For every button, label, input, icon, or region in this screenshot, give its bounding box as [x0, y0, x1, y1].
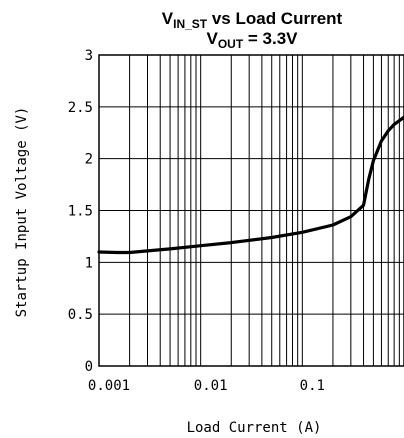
title-line2-sub: OUT: [218, 37, 244, 51]
x-tick-label: 0.1: [300, 378, 325, 394]
plot-border: [98, 54, 404, 367]
y-tick-label: 3: [85, 48, 93, 64]
chart-title-line1: VIN_ST vs Load Current: [162, 9, 343, 31]
x-axis-label: Load Current (A): [187, 420, 322, 436]
y-tick-label: 1: [85, 255, 93, 271]
y-axis-label: Startup Input Voltage (V): [14, 107, 30, 318]
y-tick-label: 2: [85, 152, 93, 168]
x-tick-label: 0.01: [194, 378, 228, 394]
series-layer: [97, 115, 404, 255]
y-tick-label: 2.5: [68, 100, 93, 116]
y-tick-label: 1.5: [68, 204, 93, 220]
title-line2-rest: = 3.3V: [243, 29, 298, 48]
title-line2-main: V: [206, 29, 218, 48]
x-tick-label: 0.001: [88, 378, 130, 394]
grid: [98, 54, 404, 367]
series-line-0: [97, 115, 404, 255]
title-line1-sub: IN_ST: [173, 17, 208, 31]
title-line1-main: V: [162, 9, 174, 28]
y-tick-label: 0: [85, 359, 93, 375]
x-tick-labels: 0.001 0.01 0.1: [88, 378, 325, 394]
plot-frame: [98, 54, 404, 367]
y-tick-label: 0.5: [68, 307, 93, 323]
title-line1-rest: vs Load Current: [207, 9, 342, 28]
y-tick-labels: 0 0.5 1 1.5 2 2.5 3: [68, 48, 93, 375]
chart-title-line2: VOUT = 3.3V: [206, 29, 298, 51]
